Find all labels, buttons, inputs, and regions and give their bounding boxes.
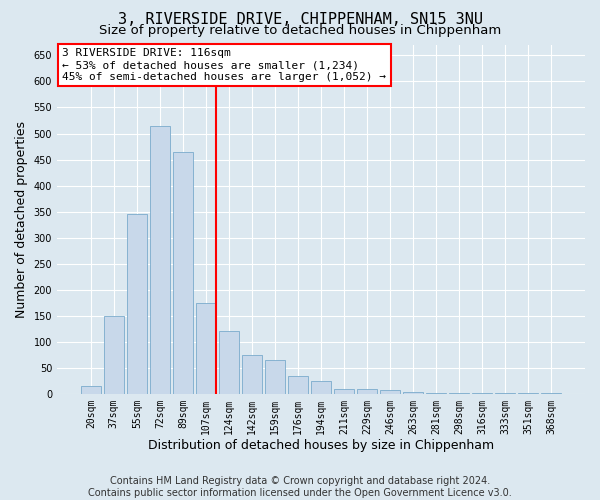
Bar bbox=[150, 126, 170, 394]
Bar bbox=[288, 376, 308, 394]
Bar bbox=[196, 302, 216, 394]
X-axis label: Distribution of detached houses by size in Chippenham: Distribution of detached houses by size … bbox=[148, 440, 494, 452]
Bar bbox=[173, 152, 193, 394]
Bar bbox=[81, 386, 101, 394]
Bar bbox=[265, 360, 285, 394]
Bar bbox=[242, 355, 262, 394]
Bar bbox=[427, 393, 446, 394]
Bar bbox=[127, 214, 146, 394]
Y-axis label: Number of detached properties: Number of detached properties bbox=[15, 121, 28, 318]
Text: Size of property relative to detached houses in Chippenham: Size of property relative to detached ho… bbox=[99, 24, 501, 37]
Bar bbox=[334, 388, 354, 394]
Bar bbox=[449, 393, 469, 394]
Bar bbox=[219, 332, 239, 394]
Bar bbox=[403, 392, 423, 394]
Text: 3, RIVERSIDE DRIVE, CHIPPENHAM, SN15 3NU: 3, RIVERSIDE DRIVE, CHIPPENHAM, SN15 3NU bbox=[118, 12, 482, 26]
Bar bbox=[357, 388, 377, 394]
Bar bbox=[104, 316, 124, 394]
Bar bbox=[311, 381, 331, 394]
Bar bbox=[380, 390, 400, 394]
Text: Contains HM Land Registry data © Crown copyright and database right 2024.
Contai: Contains HM Land Registry data © Crown c… bbox=[88, 476, 512, 498]
Text: 3 RIVERSIDE DRIVE: 116sqm
← 53% of detached houses are smaller (1,234)
45% of se: 3 RIVERSIDE DRIVE: 116sqm ← 53% of detac… bbox=[62, 48, 386, 82]
